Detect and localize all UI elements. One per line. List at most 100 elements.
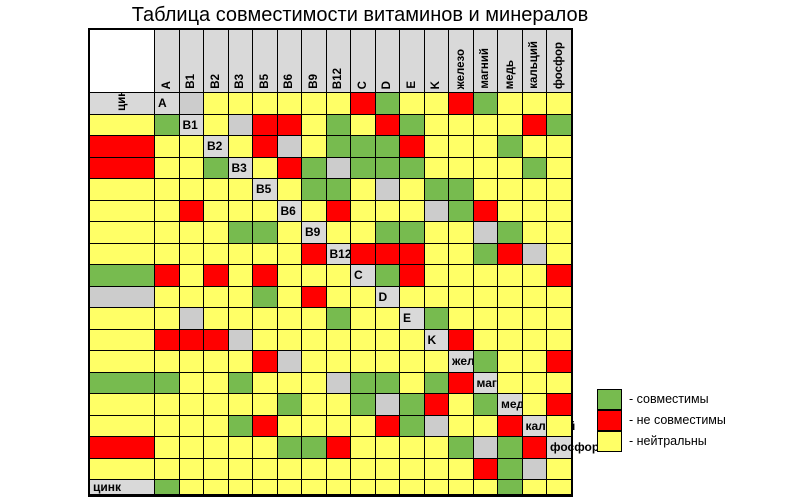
matrix-cell bbox=[90, 394, 154, 415]
matrix-cell bbox=[375, 372, 399, 393]
matrix-cell bbox=[277, 329, 301, 350]
matrix-cell bbox=[351, 308, 375, 329]
matrix-cell bbox=[204, 179, 228, 200]
matrix-cell bbox=[302, 243, 326, 264]
matrix-cell bbox=[375, 200, 399, 221]
matrix-cell bbox=[90, 437, 154, 458]
matrix-cell bbox=[228, 480, 252, 494]
matrix-cell bbox=[547, 329, 571, 350]
matrix-cell bbox=[204, 480, 228, 494]
matrix-cell bbox=[204, 265, 228, 286]
column-header-label: B2 bbox=[209, 74, 222, 89]
matrix-cell bbox=[228, 179, 252, 200]
matrix-cell bbox=[449, 222, 473, 243]
matrix-cell bbox=[400, 351, 424, 372]
column-header-label: B5 bbox=[258, 74, 271, 89]
matrix-cell bbox=[179, 437, 203, 458]
matrix-cell bbox=[204, 437, 228, 458]
matrix-cell bbox=[449, 329, 473, 350]
matrix-cell bbox=[400, 415, 424, 436]
matrix-cell bbox=[424, 372, 448, 393]
matrix-cell bbox=[498, 351, 522, 372]
row-header: B5 bbox=[253, 179, 277, 200]
matrix-cell bbox=[326, 308, 350, 329]
column-header: B5 bbox=[253, 30, 277, 92]
matrix-cell bbox=[547, 394, 571, 415]
matrix-cell bbox=[547, 222, 571, 243]
matrix-cell bbox=[302, 136, 326, 157]
legend: - совместимы - не совместимы - нейтральн… bbox=[597, 388, 726, 452]
matrix-cell bbox=[522, 93, 546, 114]
legend-label-incompatible: - не совместимы bbox=[629, 413, 726, 427]
matrix-cell bbox=[90, 157, 154, 178]
row-header: B2 bbox=[204, 136, 228, 157]
matrix-cell bbox=[204, 308, 228, 329]
matrix-cell bbox=[277, 415, 301, 436]
matrix-cell bbox=[90, 200, 154, 221]
matrix-cell bbox=[522, 329, 546, 350]
matrix-cell bbox=[547, 200, 571, 221]
column-header: K bbox=[424, 30, 448, 92]
matrix-cell bbox=[179, 351, 203, 372]
matrix-cell bbox=[155, 480, 179, 494]
matrix-cell bbox=[302, 458, 326, 479]
matrix-cell bbox=[498, 480, 522, 494]
column-header-label: магний bbox=[479, 48, 492, 89]
matrix-cell bbox=[547, 114, 571, 135]
matrix-cell bbox=[253, 308, 277, 329]
matrix-cell bbox=[424, 93, 448, 114]
matrix-cell bbox=[522, 351, 546, 372]
matrix-cell bbox=[424, 265, 448, 286]
legend-item-compatible: - совместимы bbox=[597, 388, 726, 410]
matrix-cell bbox=[522, 265, 546, 286]
matrix-cell bbox=[155, 286, 179, 307]
matrix-cell bbox=[228, 200, 252, 221]
matrix-cell bbox=[179, 93, 203, 114]
matrix-cell bbox=[424, 200, 448, 221]
matrix-cell bbox=[351, 372, 375, 393]
matrix-cell bbox=[228, 308, 252, 329]
matrix-cell bbox=[375, 308, 399, 329]
matrix-cell bbox=[424, 157, 448, 178]
matrix-cell bbox=[179, 222, 203, 243]
column-header: B2 bbox=[204, 30, 228, 92]
matrix-cell bbox=[326, 179, 350, 200]
matrix-cell bbox=[473, 179, 497, 200]
matrix-cell bbox=[277, 265, 301, 286]
matrix-cell bbox=[449, 437, 473, 458]
matrix-cell bbox=[90, 179, 154, 200]
column-header-label: B1 bbox=[185, 74, 198, 89]
matrix-cell bbox=[326, 351, 350, 372]
matrix-cell bbox=[498, 157, 522, 178]
matrix-cell bbox=[90, 415, 154, 436]
matrix-cell bbox=[155, 308, 179, 329]
matrix-cell bbox=[473, 286, 497, 307]
matrix-cell bbox=[400, 93, 424, 114]
matrix-cell bbox=[179, 394, 203, 415]
matrix-cell bbox=[277, 458, 301, 479]
matrix-cell bbox=[155, 458, 179, 479]
matrix-cell bbox=[424, 351, 448, 372]
matrix-cell bbox=[547, 351, 571, 372]
matrix-cell bbox=[253, 200, 277, 221]
matrix-cell bbox=[449, 458, 473, 479]
matrix-cell bbox=[228, 136, 252, 157]
matrix-cell bbox=[473, 329, 497, 350]
matrix-cell bbox=[90, 329, 154, 350]
matrix-cell bbox=[155, 394, 179, 415]
matrix-cell bbox=[326, 222, 350, 243]
table-corner bbox=[90, 30, 154, 92]
matrix-cell bbox=[228, 415, 252, 436]
matrix-cell bbox=[400, 157, 424, 178]
matrix-cell bbox=[302, 265, 326, 286]
column-header-label: K bbox=[430, 80, 443, 89]
column-header: магний bbox=[473, 30, 497, 92]
matrix-cell bbox=[155, 243, 179, 264]
column-header-label: A bbox=[160, 80, 173, 89]
matrix-cell bbox=[375, 458, 399, 479]
matrix-cell bbox=[90, 286, 154, 307]
matrix-cell bbox=[253, 222, 277, 243]
matrix-cell bbox=[375, 93, 399, 114]
matrix-cell bbox=[228, 437, 252, 458]
row-header: магний bbox=[473, 372, 519, 393]
